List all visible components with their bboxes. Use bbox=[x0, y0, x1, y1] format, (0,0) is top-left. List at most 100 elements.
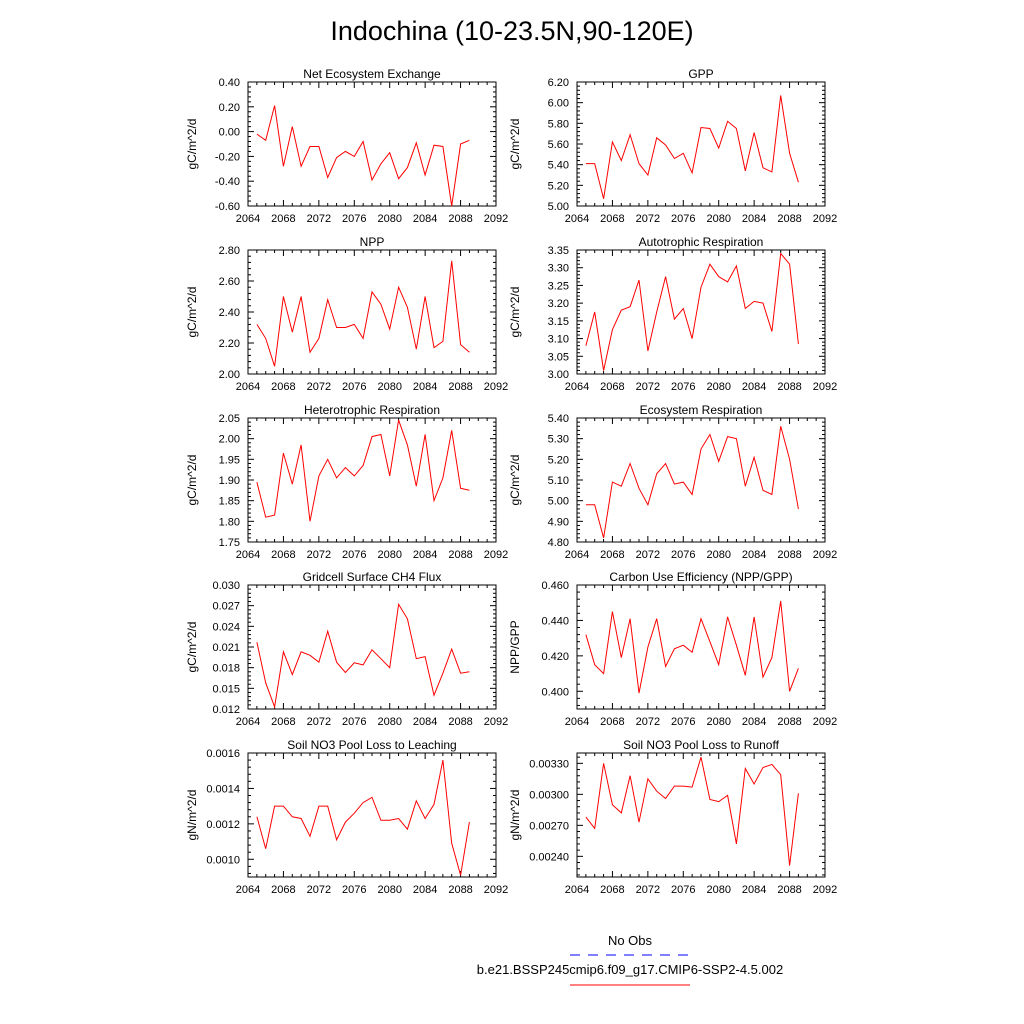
x-tick-label: 2068 bbox=[600, 381, 624, 393]
panel-title: Soil NO3 Pool Loss to Runoff bbox=[623, 738, 780, 752]
chart-panel-5: Heterotrophic Respiration 2064 2068 2072 207… bbox=[185, 403, 508, 561]
plot-frame bbox=[576, 752, 826, 878]
x-tick-label: 2064 bbox=[565, 381, 589, 393]
y-tick-label: 3.00 bbox=[548, 369, 569, 381]
series-line-1 bbox=[256, 760, 470, 876]
x-tick-label: 2072 bbox=[636, 549, 660, 561]
x-tick-label: 2068 bbox=[271, 716, 295, 728]
y-tick-label: 1.75 bbox=[219, 537, 240, 549]
y-tick-label: 5.00 bbox=[548, 201, 569, 213]
y-tick-label: 0.00300 bbox=[529, 789, 569, 801]
x-tick-label: 2084 bbox=[742, 716, 766, 728]
x-tick-label: 2088 bbox=[777, 381, 801, 393]
y-tick-label: 5.20 bbox=[548, 180, 569, 192]
x-tick-label: 2092 bbox=[484, 716, 508, 728]
panel-title: Carbon Use Efficiency (NPP/GPP) bbox=[609, 570, 792, 584]
x-tick-label: 2088 bbox=[448, 549, 472, 561]
y-tick-label: 0.018 bbox=[212, 663, 240, 675]
x-tick-label: 2076 bbox=[671, 549, 695, 561]
figure-title: Indochina (10-23.5N,90-120E) bbox=[330, 16, 693, 46]
panels-group: Net Ecosystem Exchange 2064 2068 2072 2076 20… bbox=[185, 67, 837, 896]
chart-panel-9: Soil NO3 Pool Loss to Leaching 2064 2068 20… bbox=[185, 738, 508, 896]
y-tick-label: 0.00270 bbox=[529, 820, 569, 832]
y-axis-label: gC/m^2/d bbox=[508, 287, 522, 338]
plot-frame bbox=[247, 249, 497, 375]
x-tick-label: 2068 bbox=[600, 213, 624, 225]
x-tick-label: 2068 bbox=[271, 213, 295, 225]
chart-panel-4: Autotrophic Respiration 2064 2068 2072 2076 2… bbox=[508, 235, 837, 393]
plot-frame bbox=[247, 752, 497, 878]
y-tick-label: 0.460 bbox=[541, 580, 569, 592]
x-tick-label: 2076 bbox=[342, 213, 366, 225]
y-tick-label: 0.00 bbox=[219, 127, 240, 139]
x-tick-label: 2080 bbox=[706, 549, 730, 561]
chart-panel-3: NPP 2064 2068 2072 2076 2080 2084 2088 2092 2.00 2… bbox=[185, 235, 508, 393]
x-tick-label: 2088 bbox=[448, 716, 472, 728]
plot-frame bbox=[576, 584, 826, 710]
y-tick-label: 4.80 bbox=[548, 537, 569, 549]
x-tick-label: 2092 bbox=[813, 213, 837, 225]
y-tick-label: 0.00330 bbox=[529, 758, 569, 770]
x-tick-label: 2064 bbox=[565, 549, 589, 561]
series-line-1 bbox=[256, 602, 470, 709]
y-tick-label: 2.05 bbox=[219, 413, 240, 425]
x-tick-label: 2064 bbox=[236, 884, 260, 896]
y-tick-label: 0.440 bbox=[541, 615, 569, 627]
x-tick-label: 2080 bbox=[706, 213, 730, 225]
chart-panel-10: Soil NO3 Pool Loss to Runoff 2064 2068 2072… bbox=[508, 738, 837, 896]
legend-label-run: b.e21.BSSP245cmip6.f09_g17.CMIP6-SSP2-4.… bbox=[477, 962, 783, 977]
x-tick-label: 2076 bbox=[342, 716, 366, 728]
x-tick-label: 2092 bbox=[484, 381, 508, 393]
x-tick-label: 2064 bbox=[565, 884, 589, 896]
y-axis-label: NPP/GPP bbox=[508, 620, 522, 673]
y-tick-label: 6.00 bbox=[548, 98, 569, 110]
plot-frame bbox=[576, 417, 826, 543]
x-tick-label: 2072 bbox=[636, 884, 660, 896]
series-line-1 bbox=[256, 260, 470, 367]
x-tick-label: 2072 bbox=[636, 213, 660, 225]
panel-title: Heterotrophic Respiration bbox=[304, 403, 440, 417]
y-tick-label: 2.80 bbox=[219, 245, 240, 257]
y-tick-label: 3.25 bbox=[548, 280, 569, 292]
y-tick-label: 2.40 bbox=[219, 307, 240, 319]
series-line-1 bbox=[585, 252, 799, 371]
y-tick-label: 0.012 bbox=[212, 704, 240, 716]
panel-title: NPP bbox=[360, 235, 385, 249]
y-tick-label: 3.35 bbox=[548, 245, 569, 257]
series-line-1 bbox=[585, 426, 799, 539]
chart-panel-1: Net Ecosystem Exchange 2064 2068 2072 2076 20… bbox=[185, 67, 508, 225]
series-line-1 bbox=[585, 95, 799, 199]
x-tick-label: 2064 bbox=[236, 716, 260, 728]
x-tick-label: 2080 bbox=[377, 884, 401, 896]
y-tick-label: 1.80 bbox=[219, 516, 240, 528]
x-tick-label: 2092 bbox=[813, 884, 837, 896]
y-axis-label: gC/m^2/d bbox=[185, 119, 199, 170]
x-tick-label: 2068 bbox=[600, 549, 624, 561]
x-tick-label: 2068 bbox=[600, 716, 624, 728]
x-tick-label: 2068 bbox=[271, 884, 295, 896]
y-tick-label: 0.027 bbox=[212, 601, 240, 613]
y-tick-label: 1.95 bbox=[219, 454, 240, 466]
y-tick-label: 0.0012 bbox=[206, 819, 240, 831]
plot-frame bbox=[247, 584, 497, 710]
x-tick-label: 2088 bbox=[448, 381, 472, 393]
y-tick-label: 5.80 bbox=[548, 118, 569, 130]
x-tick-label: 2084 bbox=[742, 884, 766, 896]
x-tick-label: 2076 bbox=[671, 716, 695, 728]
x-tick-label: 2076 bbox=[671, 213, 695, 225]
x-tick-label: 2064 bbox=[236, 549, 260, 561]
x-tick-label: 2068 bbox=[271, 549, 295, 561]
y-tick-label: 0.400 bbox=[541, 686, 569, 698]
panel-title: Net Ecosystem Exchange bbox=[303, 67, 441, 81]
y-tick-label: 5.00 bbox=[548, 496, 569, 508]
x-tick-label: 2076 bbox=[342, 884, 366, 896]
y-tick-label: 4.90 bbox=[548, 516, 569, 528]
chart-panel-8: Carbon Use Efficiency (NPP/GPP) 2064 2068 2… bbox=[508, 570, 837, 728]
y-tick-label: 0.030 bbox=[212, 580, 240, 592]
y-tick-label: 0.420 bbox=[541, 651, 569, 663]
y-tick-label: 5.30 bbox=[548, 434, 569, 446]
x-tick-label: 2064 bbox=[565, 716, 589, 728]
y-tick-label: 0.40 bbox=[219, 77, 240, 89]
x-tick-label: 2084 bbox=[413, 381, 437, 393]
